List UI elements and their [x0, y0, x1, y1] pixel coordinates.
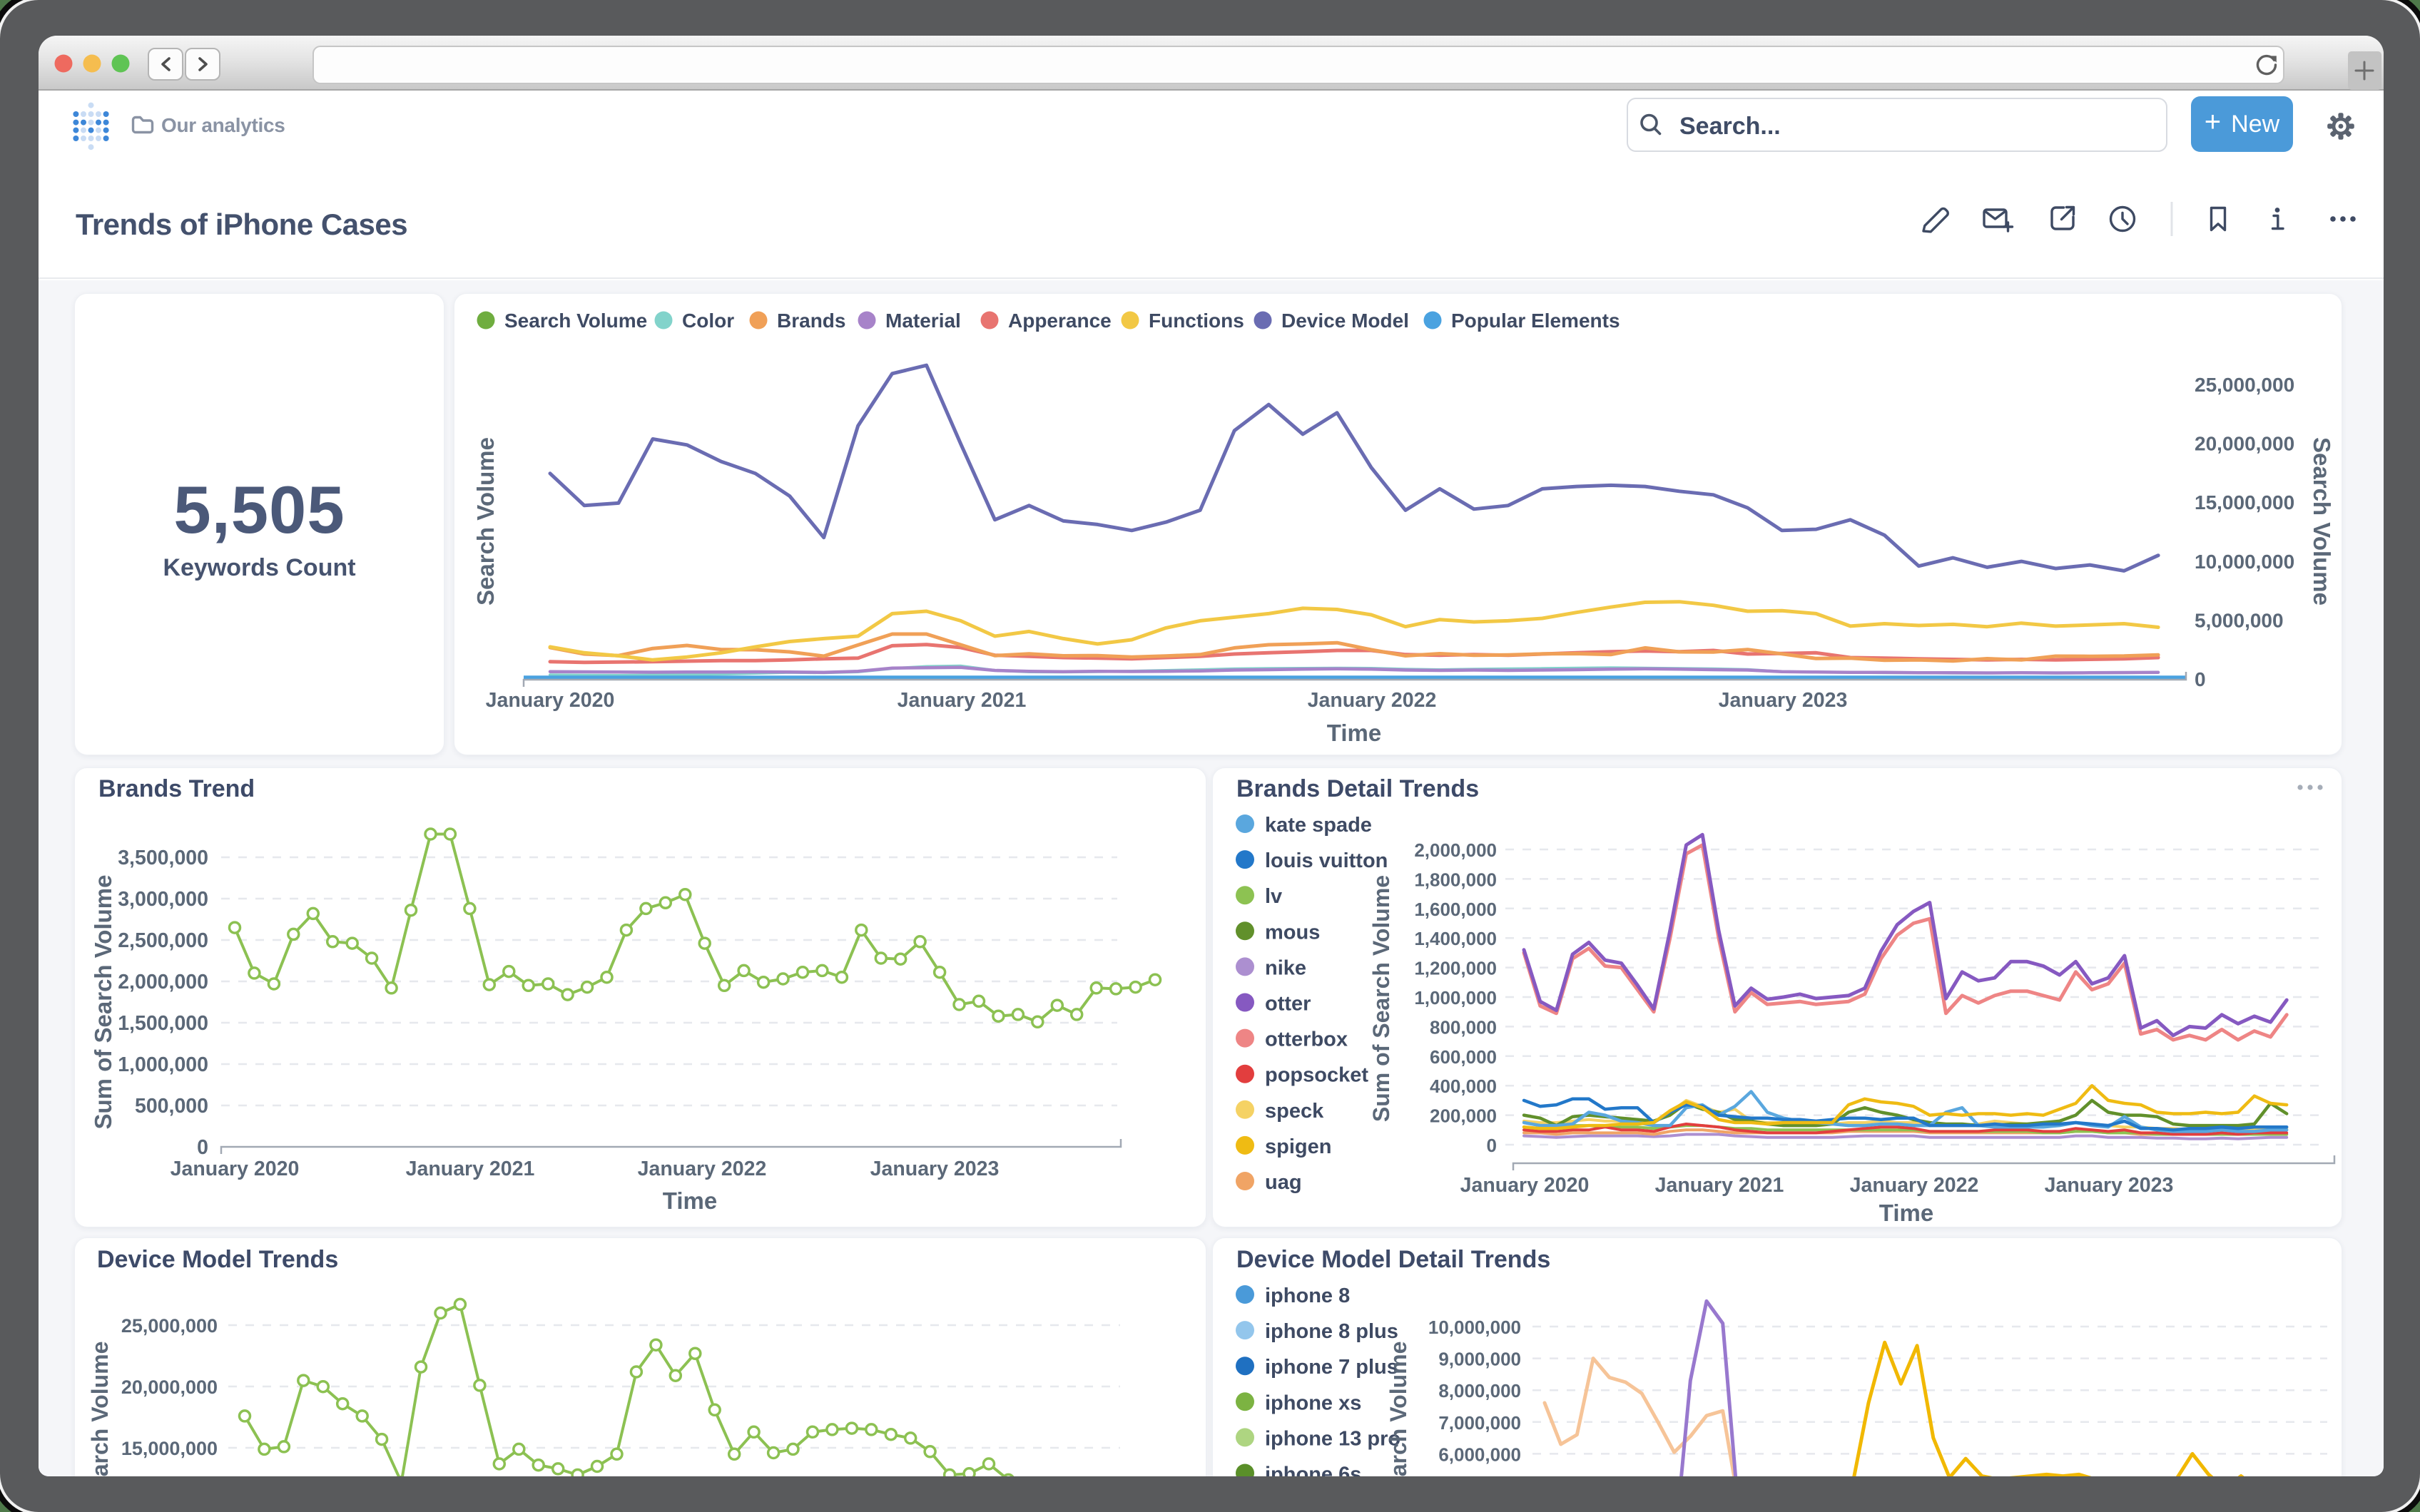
svg-text:January 2021: January 2021 [1655, 1174, 1784, 1197]
svg-text:6,000,000: 6,000,000 [1438, 1444, 1521, 1465]
svg-text:Time: Time [1327, 720, 1381, 746]
svg-text:9,000,000: 9,000,000 [1438, 1349, 1521, 1370]
svg-text:200,000: 200,000 [1430, 1105, 1497, 1127]
svg-text:speck: speck [1265, 1100, 1324, 1123]
svg-text:louis vuitton: louis vuitton [1265, 849, 1388, 872]
svg-text:8,000,000: 8,000,000 [1438, 1380, 1521, 1401]
svg-text:0: 0 [2195, 668, 2206, 690]
svg-text:Brands Trend: Brands Trend [98, 775, 255, 802]
svg-text:0: 0 [197, 1136, 208, 1159]
svg-text:3,000,000: 3,000,000 [118, 888, 208, 911]
svg-text:Brands: Brands [777, 310, 845, 332]
svg-text:Functions: Functions [1149, 310, 1244, 332]
svg-text:Device Model Trends: Device Model Trends [97, 1246, 338, 1273]
svg-text:Time: Time [663, 1187, 717, 1214]
svg-text:iphone 8 plus: iphone 8 plus [1265, 1320, 1398, 1343]
svg-text:January 2023: January 2023 [2045, 1174, 2174, 1197]
svg-text:600,000: 600,000 [1430, 1046, 1497, 1068]
svg-text:20,000,000: 20,000,000 [2195, 433, 2294, 455]
svg-text:5,000,000: 5,000,000 [2195, 609, 2284, 631]
svg-text:January 2023: January 2023 [1719, 689, 1848, 712]
svg-text:January 2020: January 2020 [171, 1158, 300, 1180]
svg-text:January 2022: January 2022 [1308, 689, 1437, 712]
svg-text:Material: Material [885, 310, 961, 332]
svg-text:0: 0 [1487, 1135, 1497, 1156]
svg-text:1,000,000: 1,000,000 [1414, 987, 1497, 1008]
svg-text:1,800,000: 1,800,000 [1414, 869, 1497, 890]
svg-text:mous: mous [1265, 921, 1320, 944]
svg-text:1,500,000: 1,500,000 [118, 1012, 208, 1035]
svg-text:uag: uag [1265, 1171, 1302, 1194]
svg-text:20,000,000: 20,000,000 [121, 1376, 218, 1398]
svg-text:spigen: spigen [1265, 1135, 1331, 1158]
svg-text:3,500,000: 3,500,000 [118, 847, 208, 869]
svg-text:800,000: 800,000 [1430, 1016, 1497, 1038]
svg-text:otterbox: otterbox [1265, 1028, 1348, 1051]
svg-text:Search Volume: Search Volume [504, 310, 647, 332]
svg-text:Search Volume: Search Volume [87, 1342, 113, 1476]
svg-text:500,000: 500,000 [135, 1095, 208, 1118]
svg-text:15,000,000: 15,000,000 [2195, 491, 2294, 514]
svg-text:Sum of Search Volume: Sum of Search Volume [90, 875, 116, 1130]
svg-text:25,000,000: 25,000,000 [121, 1315, 218, 1337]
svg-text:Brands Detail Trends: Brands Detail Trends [1236, 775, 1479, 802]
svg-text:lv: lv [1265, 885, 1282, 908]
svg-text:January 2022: January 2022 [638, 1158, 767, 1180]
svg-text:Search Volume: Search Volume [2309, 437, 2335, 606]
svg-text:iphone 8: iphone 8 [1265, 1284, 1350, 1307]
svg-text:25,000,000: 25,000,000 [2195, 374, 2294, 396]
svg-text:January 2022: January 2022 [1850, 1174, 1979, 1197]
svg-text:Search Volume: Search Volume [1386, 1342, 1411, 1476]
svg-text:Time: Time [1879, 1200, 1933, 1226]
svg-text:iphone xs: iphone xs [1265, 1391, 1361, 1414]
svg-text:10,000,000: 10,000,000 [2195, 551, 2294, 573]
svg-text:1,200,000: 1,200,000 [1414, 958, 1497, 979]
svg-text:Color: Color [682, 310, 734, 332]
svg-text:2,500,000: 2,500,000 [118, 929, 208, 952]
svg-text:2,000,000: 2,000,000 [118, 971, 208, 993]
svg-text:Device Model Detail Trends: Device Model Detail Trends [1236, 1246, 1550, 1273]
svg-text:popsocket: popsocket [1265, 1064, 1368, 1087]
svg-text:iphone 6s: iphone 6s [1265, 1464, 1361, 1477]
svg-text:nike: nike [1265, 956, 1306, 979]
svg-text:iphone 7 plus: iphone 7 plus [1265, 1356, 1398, 1379]
svg-text:400,000: 400,000 [1430, 1076, 1497, 1097]
svg-text:January 2020: January 2020 [1460, 1174, 1590, 1197]
svg-text:iphone 13 pro: iphone 13 pro [1265, 1427, 1400, 1450]
svg-text:January 2021: January 2021 [406, 1158, 535, 1180]
svg-text:1,600,000: 1,600,000 [1414, 899, 1497, 920]
svg-text:10,000,000: 10,000,000 [1428, 1317, 1521, 1338]
svg-text:January 2020: January 2020 [486, 689, 615, 712]
svg-text:kate spade: kate spade [1265, 814, 1372, 837]
svg-text:Search Volume: Search Volume [472, 437, 499, 606]
svg-text:Apperance: Apperance [1008, 310, 1112, 332]
svg-text:2,000,000: 2,000,000 [1414, 839, 1497, 861]
svg-text:Sum of Search Volume: Sum of Search Volume [1368, 875, 1394, 1122]
svg-text:Device Model: Device Model [1281, 310, 1409, 332]
svg-text:7,000,000: 7,000,000 [1438, 1412, 1521, 1434]
svg-text:1,000,000: 1,000,000 [118, 1053, 208, 1076]
svg-text:January 2023: January 2023 [870, 1158, 1000, 1180]
svg-text:1,400,000: 1,400,000 [1414, 928, 1497, 949]
svg-text:January 2021: January 2021 [898, 689, 1027, 712]
svg-text:Popular Elements: Popular Elements [1451, 310, 1620, 332]
svg-text:15,000,000: 15,000,000 [121, 1438, 218, 1459]
svg-text:otter: otter [1265, 993, 1311, 1016]
